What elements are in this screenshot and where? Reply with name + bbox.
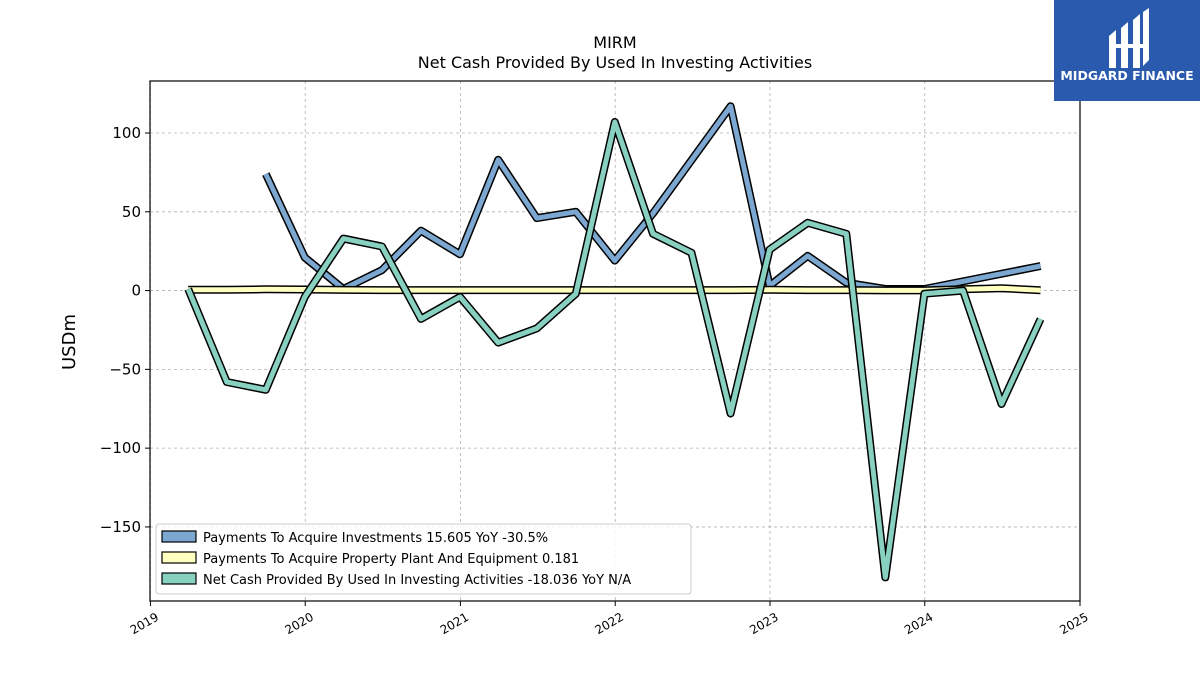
y-tick-label: 50 [122, 203, 141, 221]
legend: Payments To Acquire Investments 15.605 Y… [155, 523, 692, 595]
y-tick-label: −150 [100, 518, 141, 536]
x-tick-label: 2022 [592, 610, 625, 637]
x-tick-label: 2019 [128, 610, 161, 637]
legend-swatch-net-cash [161, 572, 197, 585]
series-line [185, 119, 1043, 580]
legend-entry-investments: Payments To Acquire Investments 15.605 Y… [203, 531, 548, 546]
y-axis: 100 50 0 −50 −100 −150 [100, 124, 150, 536]
x-tick-label: 2023 [747, 610, 780, 637]
chart-subtitle: Net Cash Provided By Used In Investing A… [418, 53, 812, 72]
logo-wordmark: MIDGARD FINANCE [1060, 68, 1193, 83]
legend-swatch-ppe [161, 551, 197, 564]
chart-title: MIRM [593, 33, 636, 52]
y-tick-label: −50 [109, 360, 141, 378]
y-tick-label: 100 [112, 124, 141, 142]
series-0 [262, 102, 1042, 293]
legend-swatch-investments [161, 530, 197, 543]
x-axis: 2019 2020 2021 2022 2023 2024 2025 [128, 601, 1091, 637]
series-lines [184, 102, 1045, 582]
logo-mark-icon [1109, 8, 1149, 68]
x-tick-label: 2025 [1057, 610, 1090, 637]
x-tick-label: 2021 [438, 610, 471, 637]
y-tick-label: 0 [131, 282, 141, 300]
y-tick-label: −100 [100, 439, 141, 457]
series-1 [188, 284, 1041, 295]
series-line [263, 103, 1042, 292]
y-axis-label: USDm [59, 314, 80, 370]
x-tick-label: 2020 [282, 610, 315, 637]
legend-entry-ppe: Payments To Acquire Property Plant And E… [203, 552, 579, 567]
x-tick-label: 2024 [902, 610, 935, 637]
series-line [188, 285, 1041, 293]
legend-box [155, 523, 692, 595]
series-line-outline [262, 102, 1042, 293]
series-line-outline [184, 118, 1045, 582]
series-2 [184, 118, 1045, 582]
legend-entry-net-cash: Net Cash Provided By Used In Investing A… [203, 573, 631, 588]
midgard-finance-logo: MIDGARD FINANCE [1054, 0, 1200, 101]
